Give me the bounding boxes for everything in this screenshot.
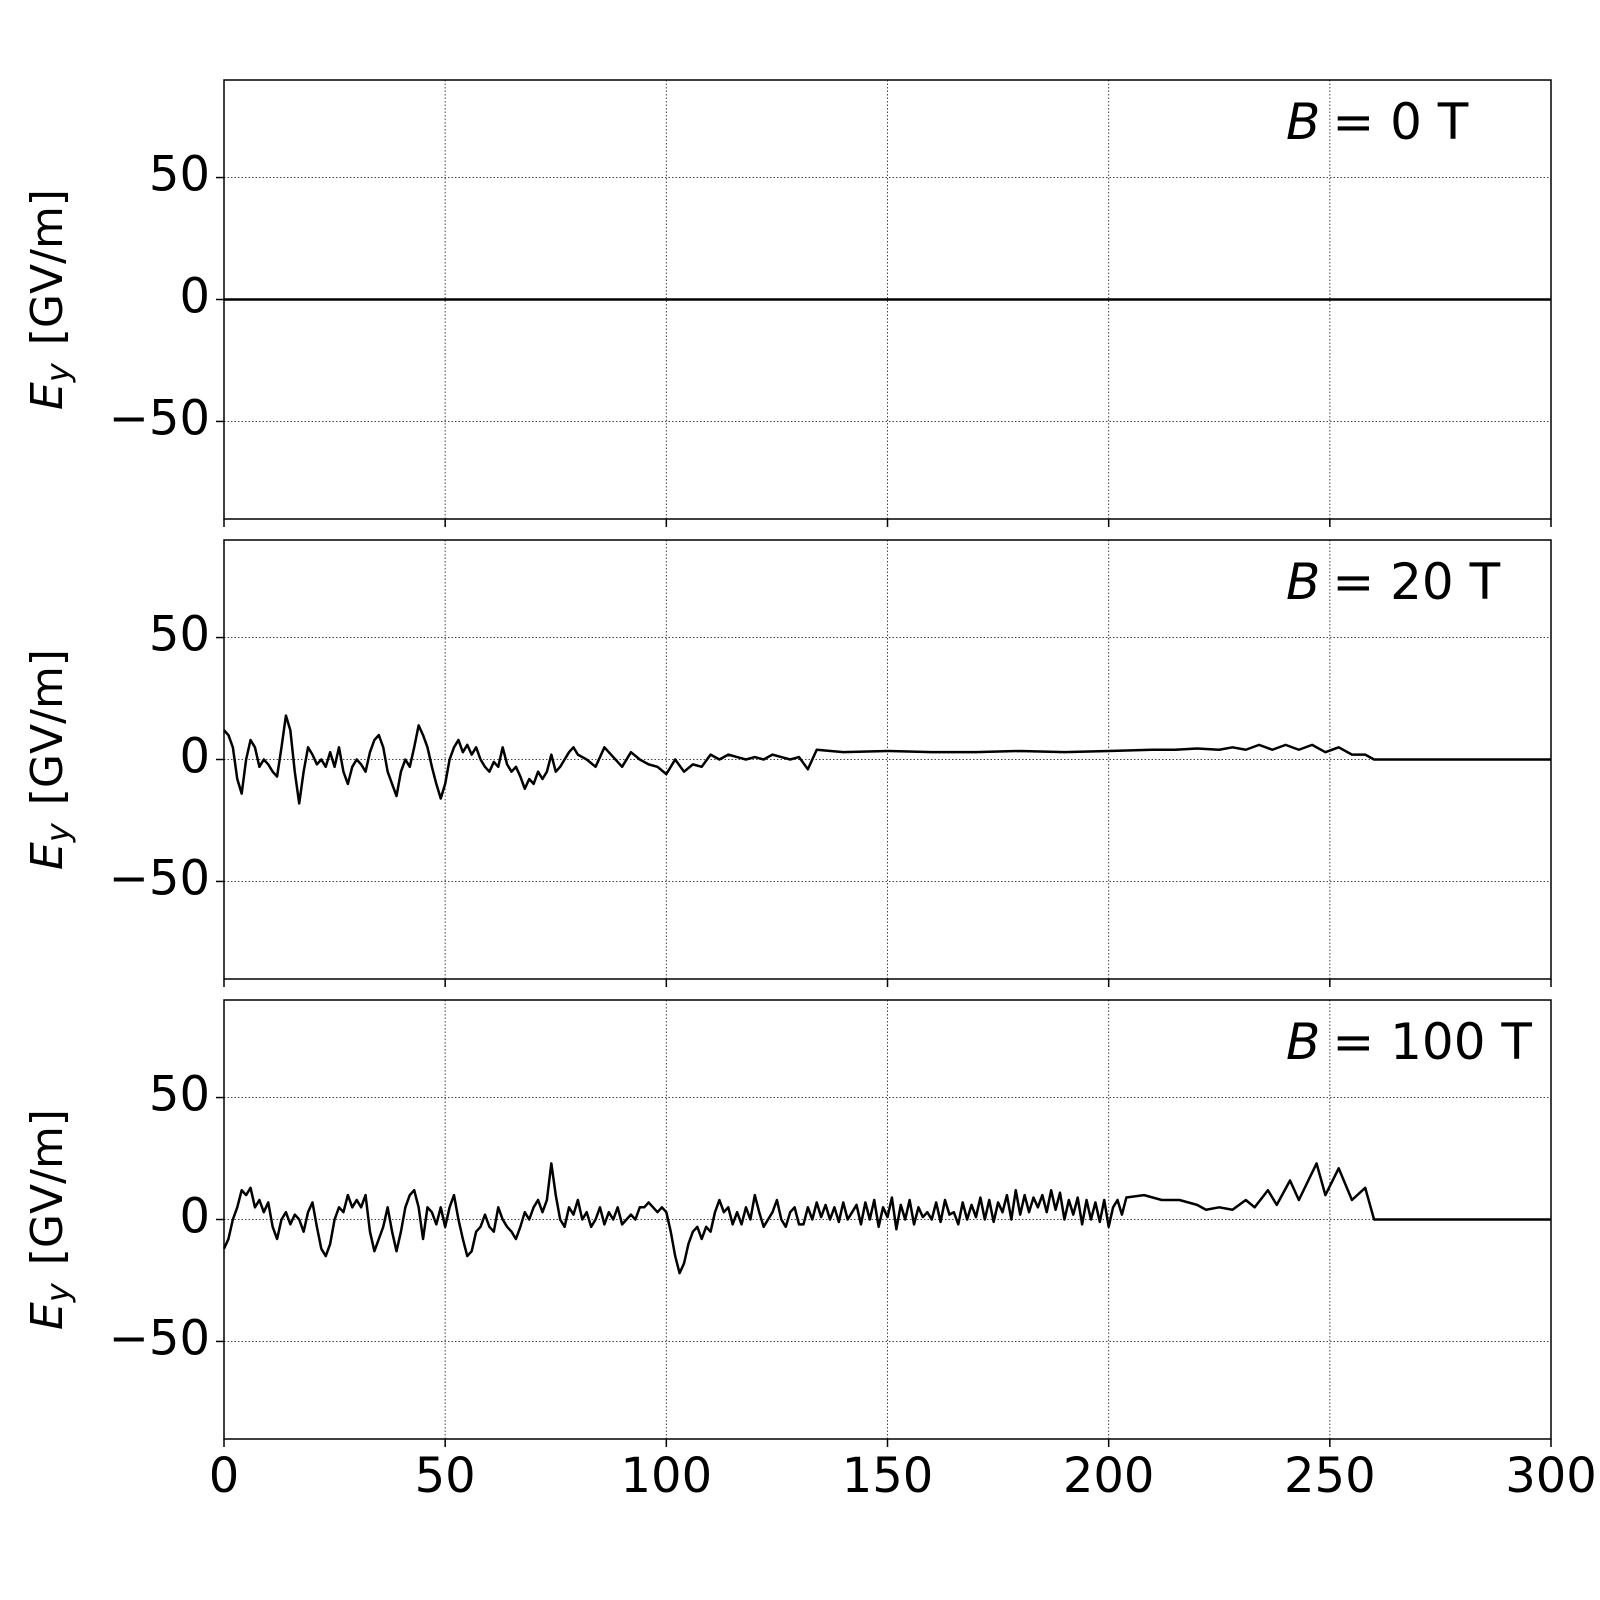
annotation-symbol: B [1286,553,1320,611]
y-tick-label: 0 [179,1189,210,1245]
y-tick-label: 50 [149,607,210,663]
x-tick-label: 0 [209,1448,240,1504]
annotation-symbol: B [1286,93,1320,151]
annotation: B = 0 T [1286,93,1469,151]
y-tick-label: 0 [179,729,210,785]
data-line [223,714,1551,805]
y-tick-label: −50 [109,850,210,906]
y-label-subscript: y [39,822,77,843]
y-axis-label: Ey [GV/m] [22,189,77,410]
y-tick-label: 0 [179,269,210,325]
y-label-unit: [GV/m] [22,189,73,345]
y-label-symbol: E [22,1302,73,1330]
x-tick-label: 250 [1284,1448,1376,1504]
y-label-unit: [GV/m] [22,1109,73,1265]
y-axis-label: Ey [GV/m] [22,1109,77,1330]
annotation: B = 100 T [1286,1013,1532,1071]
y-tick-label: −50 [109,390,210,446]
x-tick-label: 200 [1063,1448,1155,1504]
annotation-text: = 100 T [1332,1013,1532,1071]
annotation: B = 20 T [1286,553,1501,611]
x-tick-label: 150 [842,1448,934,1504]
y-label-symbol: E [22,382,73,410]
y-label-subscript: y [39,362,77,383]
plot-frame [223,79,1552,520]
annotation-text: = 20 T [1332,553,1500,611]
panel: −50 0 50 B = 0 T Ey [GV/m] [22,79,1552,527]
y-tick-label: 50 [149,147,210,203]
y-tick-label: −50 [109,1310,210,1366]
y-axis-label: Ey [GV/m] [22,649,77,870]
x-tick-label: 50 [415,1448,476,1504]
x-tick-label: 300 [1505,1448,1597,1504]
y-label-subscript: y [39,1282,77,1303]
plot-frame [223,539,1552,980]
y-label-symbol: E [22,842,73,870]
y-tick-label: 50 [149,1067,210,1123]
panel: 0 50 100 150 200 250 300 −50 0 50 B = 100 T Ey [GV/m] [22,999,1597,1504]
x-tick-label: 100 [621,1448,713,1504]
data-line [222,1162,1551,1275]
panel: −50 0 50 B = 20 T Ey [GV/m] [22,539,1552,987]
annotation-symbol: B [1286,1013,1320,1071]
y-label-unit: [GV/m] [22,649,73,805]
plot-frame [223,999,1552,1440]
annotation-text: = 0 T [1332,93,1468,151]
